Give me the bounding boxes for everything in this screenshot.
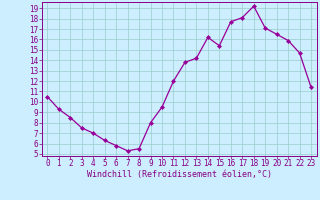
X-axis label: Windchill (Refroidissement éolien,°C): Windchill (Refroidissement éolien,°C)	[87, 170, 272, 179]
